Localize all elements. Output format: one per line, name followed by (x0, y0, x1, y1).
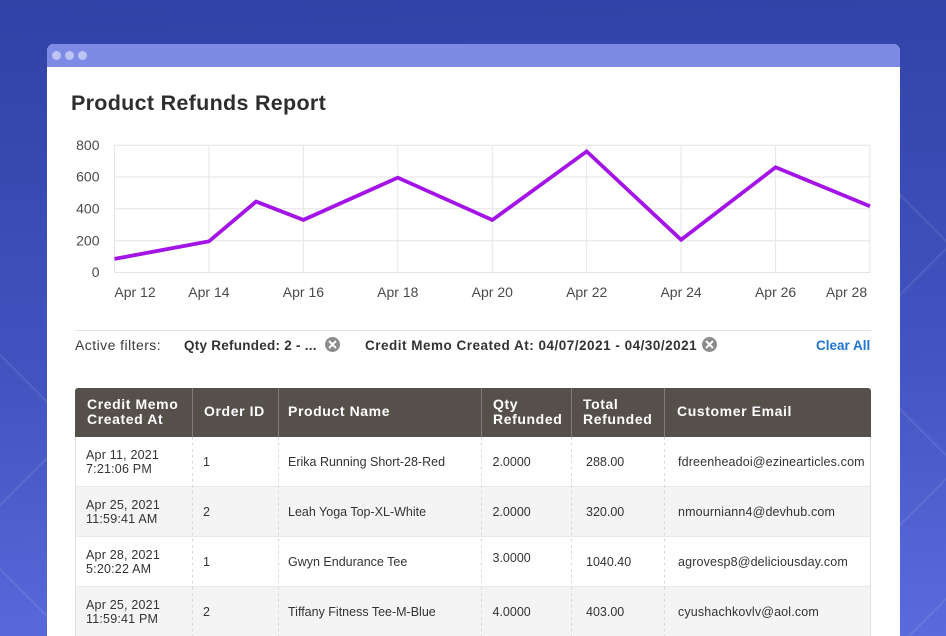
svg-text:Apr 22: Apr 22 (566, 284, 607, 300)
svg-text:Apr 16: Apr 16 (283, 284, 324, 300)
svg-text:800: 800 (76, 137, 100, 153)
svg-text:0: 0 (92, 264, 100, 280)
svg-text:Apr 28: Apr 28 (826, 284, 867, 300)
svg-text:Apr 14: Apr 14 (188, 284, 229, 300)
svg-text:600: 600 (76, 169, 100, 185)
svg-text:Apr 18: Apr 18 (377, 284, 418, 300)
svg-text:Apr 26: Apr 26 (755, 284, 796, 300)
svg-text:400: 400 (76, 201, 100, 217)
svg-text:Apr 24: Apr 24 (660, 284, 701, 300)
svg-text:Apr 12: Apr 12 (114, 284, 155, 300)
svg-text:200: 200 (76, 232, 100, 248)
svg-text:Apr 20: Apr 20 (472, 284, 513, 300)
